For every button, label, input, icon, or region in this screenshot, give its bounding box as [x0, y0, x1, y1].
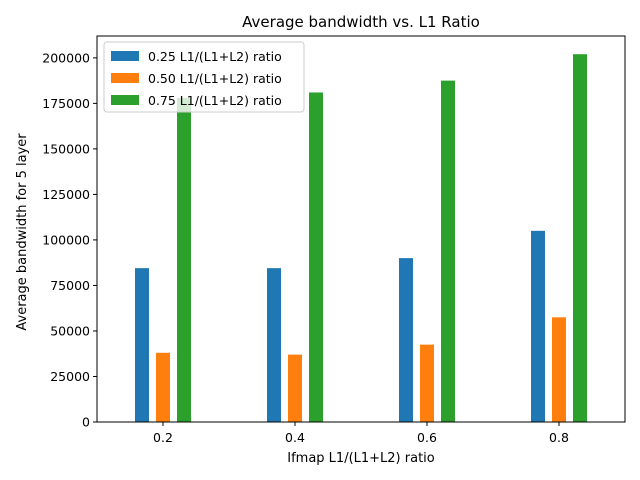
y-tick-label: 25000	[50, 369, 90, 384]
x-tick-label: 0.6	[417, 430, 437, 445]
y-tick-label: 125000	[42, 187, 90, 202]
bar-3-0.6	[441, 80, 455, 422]
y-tick-label: 75000	[50, 278, 90, 293]
y-tick-label: 100000	[42, 232, 90, 247]
x-tick-label: 0.2	[153, 430, 173, 445]
bar-1-0.4	[267, 268, 281, 422]
y-axis-label: Average bandwidth for 5 layer	[15, 133, 30, 331]
x-tick-label: 0.8	[549, 430, 569, 445]
axes-frame	[96, 35, 626, 423]
legend-label: 0.25 L1/(L1+L2) ratio	[148, 49, 282, 64]
y-tick-label: 50000	[50, 323, 90, 338]
bar-3-0.4	[309, 92, 323, 423]
legend-label: 0.75 L1/(L1+L2) ratio	[148, 93, 282, 108]
legend-swatch	[111, 51, 139, 61]
bar-3-0.2	[177, 97, 191, 422]
y-tick-label: 200000	[42, 50, 90, 65]
legend-swatch	[111, 95, 139, 105]
bar-2-0.8	[552, 317, 566, 422]
plot-area: 0.2 0.4 0.6 0.8 0 25000 50000 75000 100000 125000…	[42, 35, 626, 445]
legend-box	[103, 41, 305, 113]
bar-1-0.2	[135, 268, 149, 422]
x-tick-label: 0.4	[285, 430, 305, 445]
x-axis-label: Ifmap L1/(L1+L2) ratio	[287, 451, 435, 466]
bar-2-0.4	[288, 354, 302, 422]
legend: 0.25 L1/(L1+L2) ratio 0.50 L1/(L1+L2) rat…	[103, 41, 305, 113]
y-tick-label: 150000	[42, 141, 90, 156]
y-tick-label: 0	[82, 415, 90, 430]
legend-label: 0.50 L1/(L1+L2) ratio	[148, 71, 282, 86]
y-tick-label: 175000	[42, 96, 90, 111]
bar-2-0.2	[156, 352, 170, 422]
bar-1-0.8	[531, 230, 545, 422]
bar-2-0.6	[420, 344, 434, 422]
legend-swatch	[111, 73, 139, 83]
chart-title: Average bandwidth vs. L1 Ratio	[242, 13, 480, 31]
bar-1-0.6	[399, 258, 413, 422]
bar-3-0.8	[573, 54, 587, 422]
